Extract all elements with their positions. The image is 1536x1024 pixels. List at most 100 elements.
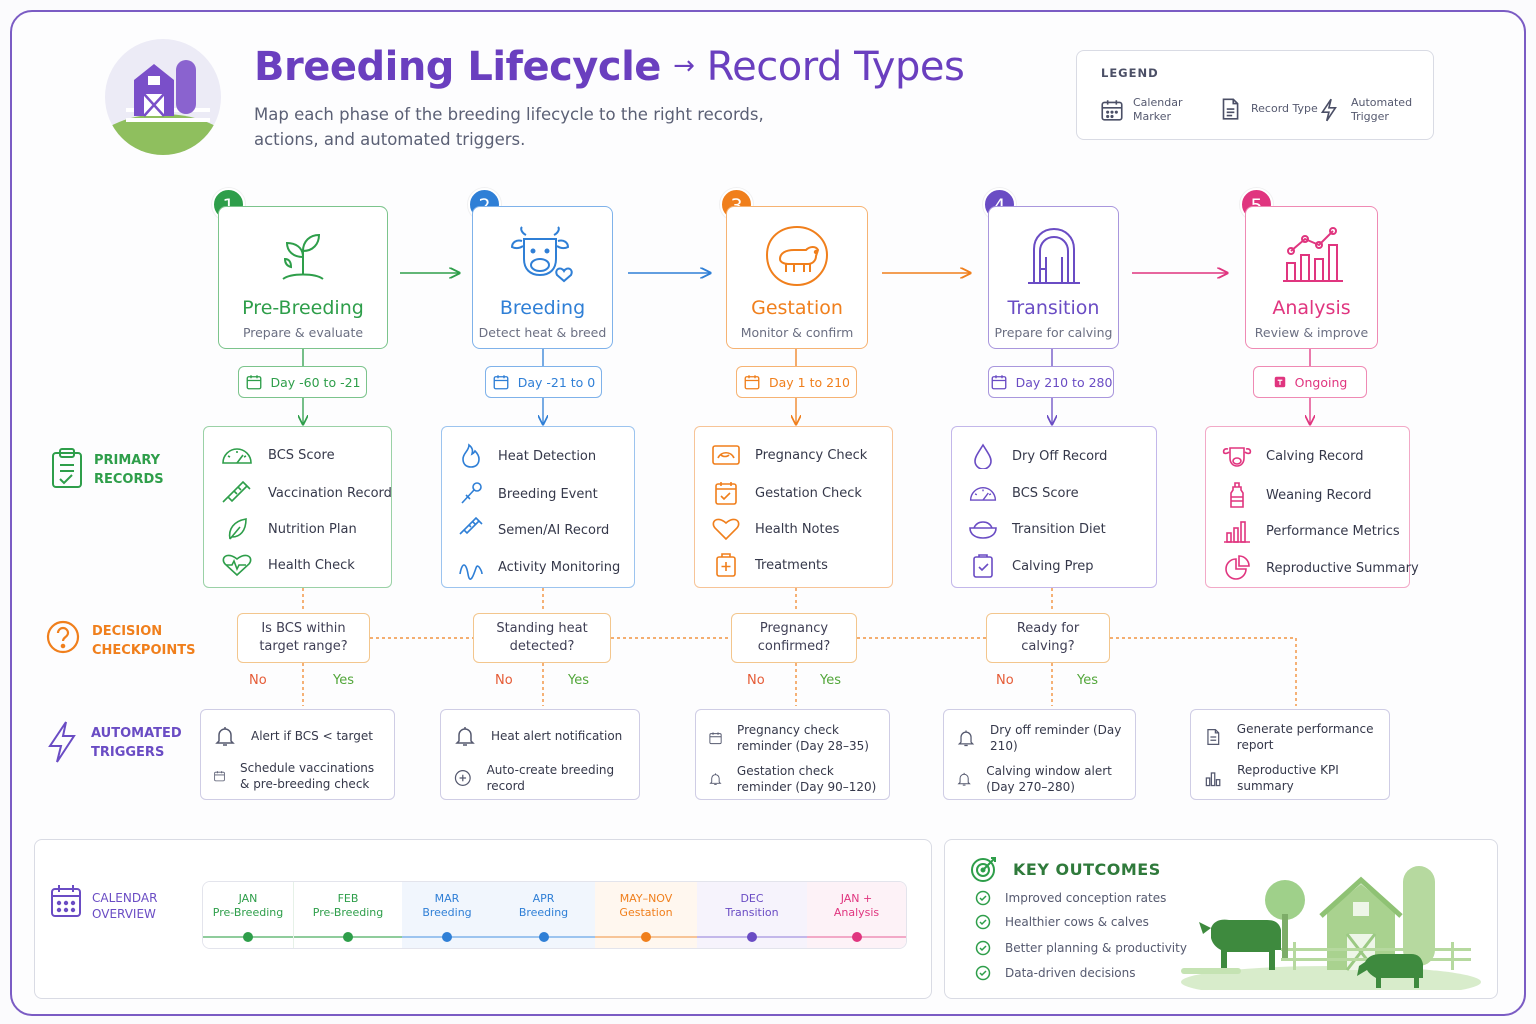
stage-subtitle: Prepare for calving [994, 325, 1113, 340]
tag-icon [1274, 376, 1285, 388]
calendar-icon [991, 375, 1006, 390]
legend-label: Automated Trigger [1351, 96, 1413, 123]
calendar-segment-may-nov[interactable]: MAY–NOV Gestation [595, 882, 697, 948]
record-item[interactable]: Calving Record [1222, 443, 1364, 469]
record-item[interactable]: Nutrition Plan [220, 517, 357, 541]
record-item[interactable]: Gestation Check [711, 481, 862, 505]
trigger-label: Pregnancy check reminder (Day 28–35) [737, 723, 869, 753]
calendar-pill-analysis[interactable]: Ongoing [1253, 366, 1367, 398]
record-item[interactable]: Reproductive Summary [1222, 555, 1419, 581]
trigger-item[interactable]: Auto-create breeding record [453, 762, 625, 794]
record-item[interactable]: Performance Metrics [1222, 518, 1400, 544]
trigger-card-breeding: Heat alert notification Auto-create bree… [440, 709, 640, 800]
trigger-label: Reproductive KPI summary [1237, 763, 1339, 793]
record-label: Calving Prep [1012, 558, 1094, 574]
record-label: BCS Score [1012, 485, 1079, 501]
trigger-item[interactable]: Heat alert notification [453, 724, 622, 748]
record-item[interactable]: Treatments [711, 553, 828, 577]
stage-card-analysis[interactable]: Analysis Review & improve [1245, 206, 1378, 349]
record-item[interactable]: Activity Monitoring [458, 554, 620, 580]
stage-card-breeding[interactable]: Breeding Detect heat & breed [472, 206, 613, 349]
calendar-segment-jan[interactable]: JAN Pre-Breeding [203, 882, 294, 948]
calendar-phase: Transition [725, 906, 779, 919]
records-card-gestation: Pregnancy Check Gestation Check Health N… [694, 426, 893, 588]
calendar-pill-transition[interactable]: Day 210 to 280 [988, 366, 1114, 398]
trigger-item[interactable]: Generate performance report [1203, 721, 1383, 753]
calendar-dot [538, 932, 549, 942]
calendar-segment-dec[interactable]: DEC Transition [697, 882, 807, 948]
calendar-icon [51, 885, 81, 917]
decision-yes-label: Yes [1077, 673, 1098, 688]
calendar-month: MAR [434, 892, 460, 905]
key-outcomes-title: KEY OUTCOMES [1013, 860, 1161, 879]
record-label: BCS Score [268, 447, 335, 463]
calendar-pill-pre-breeding[interactable]: Day -60 to -21 [238, 366, 367, 398]
record-item[interactable]: BCS Score [968, 482, 1079, 504]
decision-no-label: No [996, 673, 1014, 688]
stage-card-gestation[interactable]: Gestation Monitor & confirm [726, 206, 868, 349]
trigger-label: Calving window alert (Day 270–280) [986, 764, 1112, 794]
calendar-dot [641, 932, 651, 942]
legend: LEGEND Calendar Marker Record Type Autom… [1076, 50, 1434, 140]
trigger-item[interactable]: Reproductive KPI summary [1203, 762, 1373, 794]
record-item[interactable]: Dry Off Record [968, 443, 1107, 469]
calendar-dot [243, 932, 253, 942]
record-item[interactable]: Pregnancy Check [711, 443, 867, 467]
stage-name: Gestation [751, 297, 843, 319]
calendar-segment-apr[interactable]: APR Breeding [492, 882, 595, 948]
records-card-pre-breeding: BCS Score Vaccination Record Nutrition P… [203, 426, 392, 588]
record-item[interactable]: Semen/AI Record [458, 517, 609, 543]
trigger-item[interactable]: Gestation check reminder (Day 90–120) [708, 763, 886, 795]
record-label: Health Check [268, 557, 355, 573]
trigger-item[interactable]: Alert if BCS < target [213, 724, 373, 748]
calendar-check-icon [715, 482, 737, 505]
calendar-dot [851, 932, 862, 942]
calendar-pill-gestation[interactable]: Day 1 to 210 [736, 366, 857, 398]
calendar-pill-breeding[interactable]: Day -21 to 0 [485, 366, 602, 398]
bell-icon [455, 727, 475, 746]
record-item[interactable]: Weaning Record [1222, 482, 1371, 508]
decision-yes-label: Yes [568, 673, 589, 688]
calendar-pill-label: Day 210 to 280 [1015, 374, 1113, 390]
calendar-phase: Breeding [422, 906, 472, 919]
calendar-segment-feb[interactable]: FEB Pre-Breeding [294, 882, 402, 948]
bar-chart-icon [1205, 772, 1221, 787]
outcome-item: Improved conception rates [975, 890, 1166, 906]
record-item[interactable]: Health Check [220, 553, 355, 577]
check-circle-icon [975, 890, 991, 906]
heart-icon [712, 518, 740, 541]
check-circle-icon [975, 965, 991, 981]
record-label: Treatments [755, 557, 828, 573]
stage-card-transition[interactable]: Transition Prepare for calving [988, 206, 1119, 349]
stage-name: Breeding [499, 297, 586, 319]
decision-no-label: No [747, 673, 765, 688]
stage-card-pre-breeding[interactable]: Pre-Breeding Prepare & evaluate [218, 206, 388, 349]
calendar-phase: Gestation [619, 906, 673, 919]
calendar-icon [1101, 100, 1123, 121]
record-item[interactable]: Breeding Event [458, 481, 598, 507]
syringe-icon [459, 517, 483, 535]
legend-item-calendar: Calendar Marker [1099, 96, 1203, 124]
trigger-item[interactable]: Schedule vaccinations & pre-breeding che… [213, 760, 385, 792]
record-item[interactable]: Health Notes [711, 517, 839, 541]
outcome-label: Healthier cows & calves [1005, 915, 1149, 929]
trigger-label: Auto-create breeding record [486, 763, 615, 793]
trigger-item[interactable]: Dry off reminder (Day 210) [956, 722, 1126, 754]
trigger-item[interactable]: Pregnancy check reminder (Day 28–35) [708, 722, 886, 754]
calendar-segment-mar[interactable]: MAR Breeding [402, 882, 492, 948]
ultrasound-icon [712, 445, 740, 465]
record-item[interactable]: Heat Detection [458, 443, 596, 469]
record-item[interactable]: Calving Prep [968, 554, 1094, 578]
trigger-item[interactable]: Calving window alert (Day 270–280) [956, 763, 1134, 795]
calendar-month: JAN [238, 892, 258, 905]
record-label: Calving Record [1266, 448, 1364, 464]
record-label: Nutrition Plan [268, 521, 357, 537]
trigger-label: Dry off reminder (Day 210) [990, 723, 1122, 753]
document-icon [1222, 98, 1239, 120]
calendar-phase: Pre-Breeding [312, 906, 384, 919]
record-item[interactable]: BCS Score [220, 444, 335, 466]
calendar-segment-jan-plus[interactable]: JAN + Analysis [807, 882, 906, 948]
record-item[interactable]: Transition Diet [968, 518, 1106, 540]
record-item[interactable]: Vaccination Record [220, 481, 392, 505]
